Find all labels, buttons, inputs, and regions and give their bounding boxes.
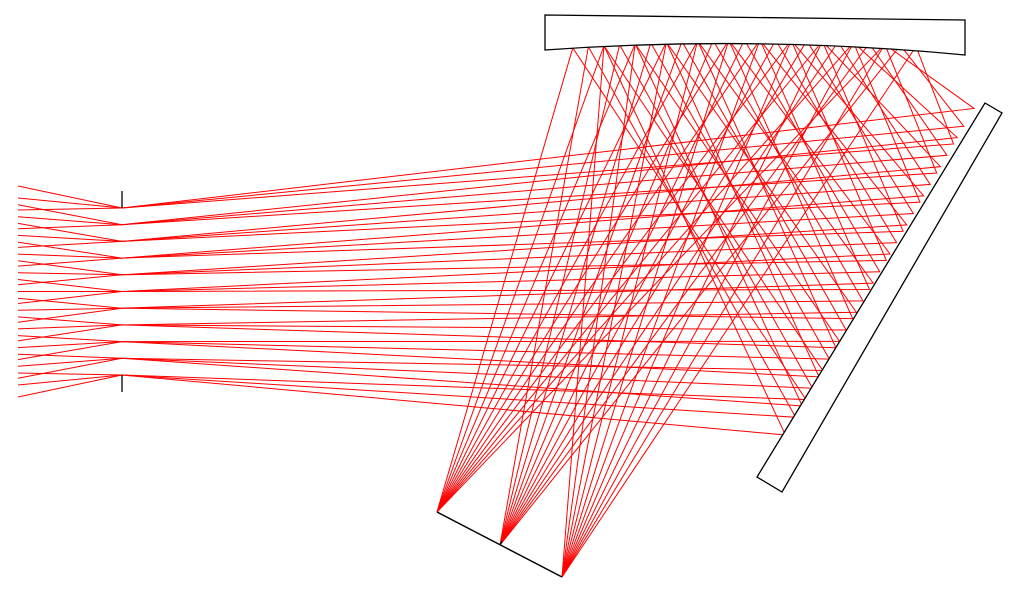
ray [17,40,847,546]
ray [17,46,807,513]
ray [17,41,921,578]
ray [18,38,881,546]
tilted-mirror [756,102,1003,493]
ray [17,42,841,513]
ray [17,40,904,578]
ray [17,39,888,578]
ray [17,41,858,513]
ray [17,39,915,546]
ray [17,44,965,546]
ray [17,38,871,578]
ray [17,39,891,513]
ray [17,40,942,513]
ray [17,43,976,513]
ray [17,40,932,546]
ray [17,43,787,578]
detector-divider [499,540,503,546]
ray [17,39,864,546]
ray [17,38,854,578]
ray [17,40,820,578]
ray [17,39,875,513]
ray [17,43,814,546]
ray [17,39,898,546]
ray [17,41,959,513]
ray [17,39,908,513]
ray [17,45,955,578]
top-mirror [544,14,966,56]
ray [17,41,804,578]
ray [17,43,938,578]
ray [17,41,831,546]
rays [17,38,976,578]
ray [17,44,824,513]
